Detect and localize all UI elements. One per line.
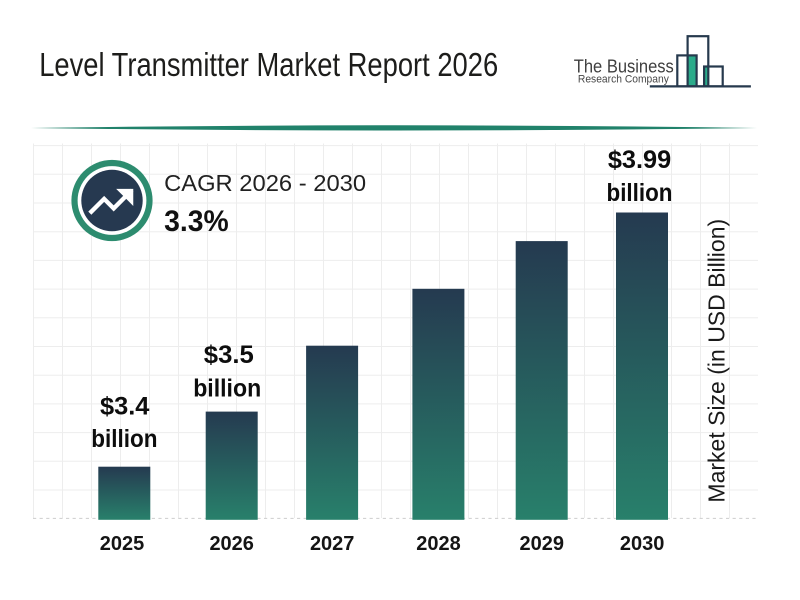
svg-text:Market Size (in USD Billion): Market Size (in USD Billion)	[704, 219, 730, 503]
svg-text:CAGR 2026 - 2030: CAGR 2026 - 2030	[164, 170, 366, 196]
svg-text:billion: billion	[193, 374, 261, 402]
svg-text:The Business: The Business	[574, 57, 674, 77]
svg-text:2026: 2026	[209, 533, 254, 555]
svg-text:2028: 2028	[416, 533, 461, 555]
svg-text:$3.5: $3.5	[204, 341, 254, 369]
svg-text:$3.4: $3.4	[100, 392, 149, 420]
svg-text:2029: 2029	[520, 533, 565, 555]
svg-text:Research Company: Research Company	[578, 73, 669, 85]
svg-text:2030: 2030	[620, 533, 665, 555]
svg-text:$3.99: $3.99	[608, 146, 671, 174]
svg-text:Level Transmitter Market Repor: Level Transmitter Market Report 2026	[39, 46, 498, 83]
svg-text:billion: billion	[91, 425, 157, 453]
svg-text:2025: 2025	[100, 533, 145, 555]
svg-text:2027: 2027	[310, 533, 355, 555]
svg-text:billion: billion	[607, 179, 673, 207]
svg-text:3.3%: 3.3%	[164, 205, 229, 238]
